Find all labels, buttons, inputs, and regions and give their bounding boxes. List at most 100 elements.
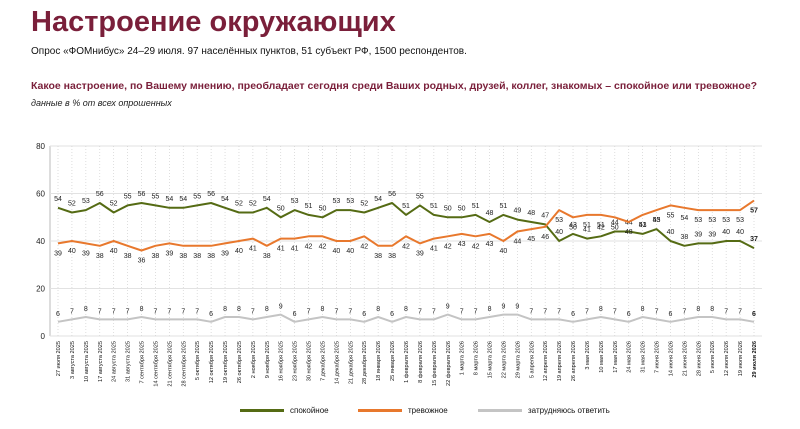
- data-label: 40: [667, 229, 675, 236]
- data-label: 57: [750, 208, 758, 215]
- data-label: 7: [348, 308, 352, 315]
- data-label: 52: [235, 201, 243, 208]
- data-label: 44: [625, 220, 633, 227]
- x-tick-label: 14 июня 2026: [668, 341, 674, 376]
- data-label: 7: [724, 308, 728, 315]
- data-label: 53: [333, 198, 341, 205]
- data-label: 53: [708, 217, 716, 224]
- data-label: 54: [681, 215, 689, 222]
- data-label: 7: [126, 308, 130, 315]
- x-tick-label: 25 января 2026: [390, 341, 396, 381]
- data-label: 42: [402, 243, 410, 250]
- x-tick-label: 1 марта 2026: [460, 341, 466, 375]
- x-tick-label: 8 февраля 2026: [418, 341, 424, 383]
- data-label: 7: [98, 308, 102, 315]
- x-tick-label: 29 июля 2026: [752, 341, 758, 378]
- legend-label-anxious: тревожное: [408, 405, 448, 415]
- data-label: 40: [68, 248, 76, 255]
- data-label: 53: [555, 217, 563, 224]
- data-label: 7: [613, 308, 617, 315]
- x-tick-label: 12 октября 2025: [209, 341, 215, 383]
- x-tick-label: 24 августа 2025: [112, 341, 118, 382]
- x-tick-label: 12 июля 2026: [724, 341, 730, 376]
- data-label: 7: [585, 308, 589, 315]
- data-label: 39: [165, 250, 173, 257]
- data-label: 53: [346, 198, 354, 205]
- data-label: 38: [207, 253, 215, 260]
- x-tick-label: 16 ноября 2025: [279, 341, 285, 381]
- y-tick-label: 20: [36, 285, 45, 294]
- data-label: 7: [334, 308, 338, 315]
- page-title: Настроение окружающих: [31, 6, 396, 38]
- data-label: 38: [96, 253, 104, 260]
- data-label: 55: [416, 193, 424, 200]
- data-label: 42: [319, 243, 327, 250]
- series-line-2: [57, 313, 755, 323]
- data-label: 7: [682, 308, 686, 315]
- x-tick-label: 17 мая 2026: [613, 341, 619, 373]
- data-label: 53: [653, 217, 661, 224]
- data-label: 54: [179, 196, 187, 203]
- data-label: 39: [694, 231, 702, 238]
- data-label: 55: [152, 193, 160, 200]
- data-label: 7: [181, 308, 185, 315]
- data-label: 50: [444, 205, 452, 212]
- data-label: 40: [722, 229, 730, 236]
- y-tick-label: 60: [36, 190, 45, 199]
- data-label: 51: [472, 203, 480, 210]
- y-tick-label: 80: [36, 142, 45, 151]
- data-label: 7: [112, 308, 116, 315]
- data-label: 6: [293, 311, 297, 318]
- data-label: 48: [625, 229, 633, 236]
- data-label: 52: [68, 201, 76, 208]
- data-label: 7: [738, 308, 742, 315]
- data-label: 8: [641, 306, 645, 313]
- data-label: 43: [639, 222, 647, 229]
- data-label: 43: [486, 241, 494, 248]
- data-label: 39: [54, 250, 62, 257]
- data-label: 40: [500, 248, 508, 255]
- x-tick-label: 21 июня 2026: [682, 341, 688, 376]
- data-label: 51: [583, 222, 591, 229]
- data-label: 7: [418, 308, 422, 315]
- data-label: 9: [446, 304, 450, 311]
- series-line-1: [57, 199, 755, 252]
- data-label: 7: [153, 308, 157, 315]
- data-label: 53: [736, 217, 744, 224]
- data-label: 6: [362, 311, 366, 318]
- data-label: 41: [291, 246, 299, 253]
- data-label: 50: [319, 205, 327, 212]
- data-label: 52: [249, 201, 257, 208]
- data-label: 50: [458, 205, 466, 212]
- data-label: 42: [597, 224, 605, 231]
- data-label: 8: [376, 306, 380, 313]
- data-label: 53: [82, 198, 90, 205]
- x-tick-label: 9 ноября 2025: [265, 341, 271, 378]
- data-label: 8: [696, 306, 700, 313]
- legend-swatch-anxious: [358, 408, 402, 412]
- data-label: 40: [736, 229, 744, 236]
- x-tick-label: 14 декабря 2025: [334, 341, 340, 384]
- x-tick-label: 5 октября 2025: [195, 341, 201, 380]
- data-label: 6: [390, 311, 394, 318]
- data-label: 39: [708, 231, 716, 238]
- data-label: 7: [529, 308, 533, 315]
- data-label: 42: [305, 243, 313, 250]
- x-tick-label: 17 августа 2025: [98, 341, 104, 382]
- x-tick-label: 2 ноября 2025: [251, 341, 257, 378]
- data-label: 54: [263, 196, 271, 203]
- data-label: 53: [722, 217, 730, 224]
- data-label: 52: [360, 201, 368, 208]
- data-label: 41: [249, 246, 257, 253]
- data-label: 56: [388, 191, 396, 198]
- data-label: 9: [515, 304, 519, 311]
- x-tick-label: 5 июля 2026: [710, 341, 716, 373]
- data-label: 51: [597, 222, 605, 229]
- data-label: 44: [513, 239, 521, 246]
- data-label: 40: [110, 248, 118, 255]
- data-label: 38: [263, 253, 271, 260]
- data-label: 6: [752, 311, 756, 318]
- data-label: 36: [138, 258, 146, 265]
- data-label: 42: [444, 243, 452, 250]
